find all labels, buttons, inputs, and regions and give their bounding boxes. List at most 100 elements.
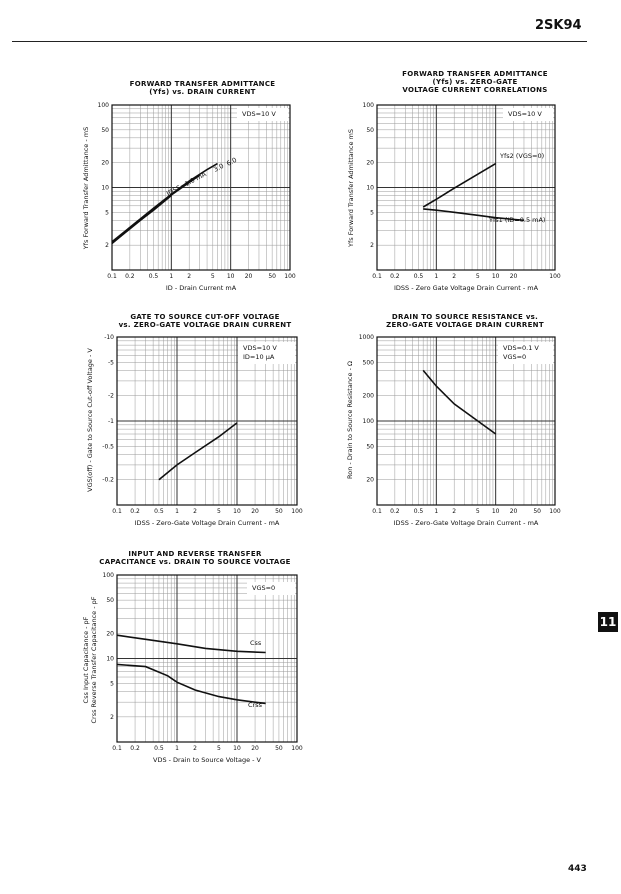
plot-frame bbox=[111, 104, 291, 271]
y-tick-label: -1 bbox=[108, 418, 114, 425]
x-tick-label: 50 bbox=[533, 508, 541, 515]
page-number: 443 bbox=[568, 864, 587, 874]
x-tick-label: 2 bbox=[187, 273, 191, 280]
y-axis-label: Ron - Drain to Source Resistance - Ω bbox=[346, 361, 354, 479]
x-tick-label: 100 bbox=[284, 273, 296, 280]
condition-box bbox=[247, 582, 295, 595]
y-tick-label: 2 bbox=[110, 714, 114, 721]
x-tick-label: 1 bbox=[434, 273, 438, 280]
x-tick-label: 0.2 bbox=[390, 273, 400, 280]
x-tick-label: 1 bbox=[175, 508, 179, 515]
condition-label: VDS=10 V bbox=[243, 344, 277, 352]
series-line bbox=[158, 422, 238, 481]
annotation-label: 3.0 bbox=[212, 162, 225, 174]
x-tick-label: 10 bbox=[233, 508, 241, 515]
x-axis-label: IDSS - Zero-Gate Voltage Drain Current -… bbox=[135, 519, 280, 527]
x-tick-label: 50 bbox=[268, 273, 276, 280]
condition-box bbox=[503, 108, 553, 121]
chart-5: 0.1 0.2 0.5 1 2 5 10 20 50 100 2 5 10 20 50 100 VDS - Dr… bbox=[82, 572, 303, 764]
annotation-label: Crss bbox=[248, 701, 263, 709]
annotation-label: Yfs1 (ID=0.5 mA) bbox=[488, 216, 545, 224]
series-line bbox=[422, 369, 497, 435]
x-tick-label: 0.5 bbox=[414, 273, 424, 280]
x-tick-label: 5 bbox=[211, 273, 215, 280]
x-tick-label: 100 bbox=[549, 508, 561, 515]
x-tick-label: 0.1 bbox=[372, 273, 382, 280]
x-axis-label: IDSS - Zero-Gate Voltage Drain Current -… bbox=[394, 519, 539, 527]
y-tick-label: 5 bbox=[370, 209, 374, 216]
x-tick-label: 50 bbox=[275, 745, 283, 752]
y-tick-label: 2 bbox=[370, 242, 374, 249]
x-tick-label: 0.2 bbox=[390, 508, 400, 515]
y-axis-label: Css Input Capacitance - pFCrss Reverse T… bbox=[82, 596, 98, 723]
annotation-label: 6.0 bbox=[225, 156, 238, 168]
x-tick-label: 1 bbox=[169, 273, 173, 280]
x-tick-label: 5 bbox=[476, 508, 480, 515]
y-axis-label: VGS(off) - Gate to Source Cut-off Voltag… bbox=[86, 348, 94, 492]
plot-frame bbox=[116, 574, 298, 743]
plot-frame bbox=[376, 104, 556, 271]
x-tick-label: 50 bbox=[275, 508, 283, 515]
x-axis-label: ID - Drain Current mA bbox=[166, 284, 237, 292]
x-tick-label: 100 bbox=[291, 508, 303, 515]
chart-title: FORWARD TRANSFER ADMITTANCE (Yfs) vs. DR… bbox=[129, 80, 276, 96]
y-tick-label: 20 bbox=[366, 477, 374, 484]
y-tick-label: 2 bbox=[105, 242, 109, 249]
x-tick-label: 0.2 bbox=[130, 745, 140, 752]
condition-label: VDS=10 V bbox=[242, 110, 276, 118]
y-axis-label-line: Yfs Forward Transfer Admittance - mS bbox=[82, 127, 90, 250]
x-tick-label: 0.5 bbox=[154, 745, 164, 752]
x-tick-label: 20 bbox=[251, 508, 259, 515]
chart-2: 0.1 0.2 0.5 1 2 5 10 20 100 2 5 10 20 50 100 IDSS - Zer… bbox=[347, 102, 561, 292]
x-tick-label: 5 bbox=[217, 508, 221, 515]
series-line bbox=[116, 663, 266, 705]
y-tick-label: 5 bbox=[105, 209, 109, 216]
x-tick-label: 5 bbox=[476, 273, 480, 280]
x-tick-label: 0.2 bbox=[125, 273, 135, 280]
chart-title: GATE TO SOURCE CUT-OFF VOLTAGE vs. ZERO-… bbox=[118, 313, 292, 329]
condition-box bbox=[498, 342, 553, 364]
y-tick-label: 5 bbox=[110, 681, 114, 688]
y-tick-label: 100 bbox=[103, 572, 115, 579]
y-tick-label: 500 bbox=[363, 359, 375, 366]
y-axis-label: Yfs Forward Transfer Admittance mS bbox=[347, 129, 355, 248]
x-tick-label: 20 bbox=[245, 273, 253, 280]
y-tick-label: -5 bbox=[108, 359, 114, 366]
y-tick-label: 20 bbox=[101, 160, 109, 167]
x-tick-label: 10 bbox=[492, 508, 500, 515]
y-tick-label: 1000 bbox=[359, 334, 374, 341]
x-tick-label: 2 bbox=[193, 508, 197, 515]
x-tick-label: 10 bbox=[492, 273, 500, 280]
plot-frame bbox=[376, 336, 556, 506]
y-axis-label-line: Crss Reverse Transfer Capacitance - pF bbox=[90, 596, 98, 723]
condition-label: ID=10 μA bbox=[243, 353, 275, 361]
section-tab: 11 bbox=[598, 612, 618, 632]
condition-label: VDS=10 V bbox=[508, 110, 542, 118]
y-tick-label: 50 bbox=[101, 127, 109, 134]
y-tick-label: 10 bbox=[106, 656, 114, 663]
x-tick-label: 10 bbox=[227, 273, 235, 280]
y-tick-label: 20 bbox=[366, 160, 374, 167]
y-tick-label: -0.2 bbox=[102, 477, 114, 484]
condition-box bbox=[238, 342, 295, 364]
condition-label: VGS=0 bbox=[503, 353, 526, 361]
x-tick-label: 0.1 bbox=[107, 273, 117, 280]
x-tick-label: 1 bbox=[175, 745, 179, 752]
x-tick-label: 2 bbox=[452, 273, 456, 280]
x-tick-label: 2 bbox=[193, 745, 197, 752]
x-tick-label: 0.5 bbox=[414, 508, 424, 515]
condition-box bbox=[237, 108, 288, 121]
y-tick-label: 100 bbox=[363, 418, 375, 425]
y-tick-label: 50 bbox=[366, 443, 374, 450]
x-tick-label: 2 bbox=[452, 508, 456, 515]
chart-title: DRAIN TO SOURCE RESISTANCE vs. ZERO-GATE… bbox=[386, 313, 544, 329]
y-axis-label-line: VGS(off) - Gate to Source Cut-off Voltag… bbox=[86, 348, 94, 492]
y-tick-label: 50 bbox=[106, 597, 114, 604]
chart-4: 0.1 0.2 0.5 1 2 5 10 20 50 100 20 50 100 200 500 1000 ID… bbox=[346, 334, 561, 527]
y-tick-label: 200 bbox=[363, 393, 375, 400]
x-tick-label: 10 bbox=[233, 745, 241, 752]
x-tick-label: 0.2 bbox=[130, 508, 140, 515]
y-tick-label: 10 bbox=[101, 185, 109, 192]
x-axis-label: VDS - Drain to Source Voltage - V bbox=[153, 756, 262, 764]
